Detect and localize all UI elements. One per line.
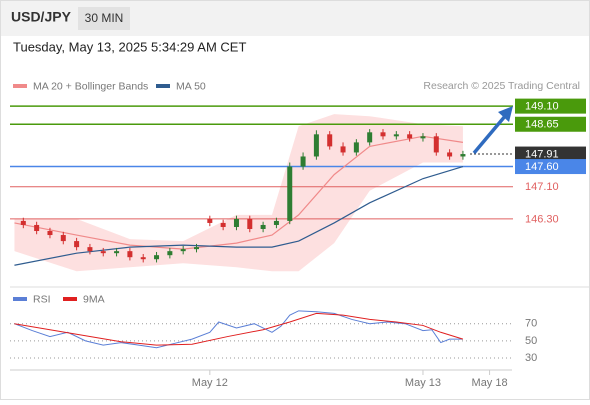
level-box <box>515 116 586 132</box>
credit: Research © 2025 Trading Central <box>423 80 580 92</box>
legend-label: MA 50 <box>176 80 206 92</box>
candle-body <box>114 251 120 254</box>
level-box <box>515 159 586 175</box>
candle-body <box>273 220 279 225</box>
candle-body <box>340 146 346 153</box>
candle-body <box>60 235 66 242</box>
candle-body <box>154 255 160 260</box>
candle-body <box>353 142 359 153</box>
legend-label: 9MA <box>83 293 105 305</box>
candle-body <box>287 166 293 221</box>
legend-swatch <box>156 84 170 88</box>
ma-line <box>14 165 464 266</box>
level-label: 147.10 <box>525 181 559 193</box>
y-tick-label: 50 <box>525 335 537 347</box>
candle-body <box>300 156 306 167</box>
candle-body <box>260 224 266 229</box>
candle-body <box>100 251 106 254</box>
y-tick-label: 30 <box>525 352 537 364</box>
candle-body <box>247 218 253 229</box>
level-label: 148.65 <box>525 119 559 131</box>
candle-body <box>460 154 466 157</box>
y-tick-label: 70 <box>525 318 537 330</box>
candle-body <box>233 218 239 227</box>
candle-body <box>380 132 386 137</box>
legend-swatch <box>13 297 27 301</box>
candle-body <box>433 136 439 153</box>
level-label: 149.10 <box>525 101 559 113</box>
candle-body <box>367 132 373 143</box>
candle-body <box>87 247 93 252</box>
candle-body <box>420 136 426 139</box>
interval-badge <box>78 7 130 30</box>
legend-label: MA 20 + Bollinger Bands <box>33 80 148 92</box>
candle-body <box>447 152 453 157</box>
legend-swatch <box>63 297 77 301</box>
candle-body <box>194 247 200 250</box>
interval: 30 MIN <box>85 11 124 25</box>
level-box <box>515 146 586 162</box>
rsi-line <box>14 310 463 349</box>
candle-body <box>407 134 413 139</box>
level-label: 146.30 <box>525 213 559 225</box>
legend-swatch <box>13 84 27 88</box>
legend-label: RSI <box>33 293 51 305</box>
candle-body <box>327 134 333 147</box>
level-label: 147.91 <box>525 148 559 160</box>
candle-body <box>313 134 319 157</box>
timestamp: Tuesday, May 13, 2025 5:34:29 AM CET <box>13 39 246 54</box>
candle-body <box>207 218 213 223</box>
level-box <box>515 98 586 114</box>
candle-body <box>393 134 399 137</box>
symbol: USD/JPY <box>11 9 72 25</box>
candle-body <box>34 224 40 232</box>
candle-body <box>140 257 146 260</box>
forecast-arrow-head <box>498 106 513 122</box>
x-tick-label: May 13 <box>405 377 441 389</box>
candle-body <box>127 251 133 258</box>
bollinger-band <box>14 114 463 272</box>
candle-body <box>167 251 173 256</box>
rsi-line <box>14 312 464 346</box>
level-label: 147.60 <box>525 161 559 173</box>
forecast-arrow <box>472 113 508 155</box>
x-tick-label: May 18 <box>472 377 508 389</box>
candle-body <box>180 249 186 252</box>
candle-body <box>74 241 80 248</box>
candle-body <box>47 231 53 236</box>
candle-body <box>20 220 26 225</box>
candle-body <box>220 222 226 227</box>
ma-line <box>14 135 464 250</box>
x-tick-label: May 12 <box>192 377 228 389</box>
